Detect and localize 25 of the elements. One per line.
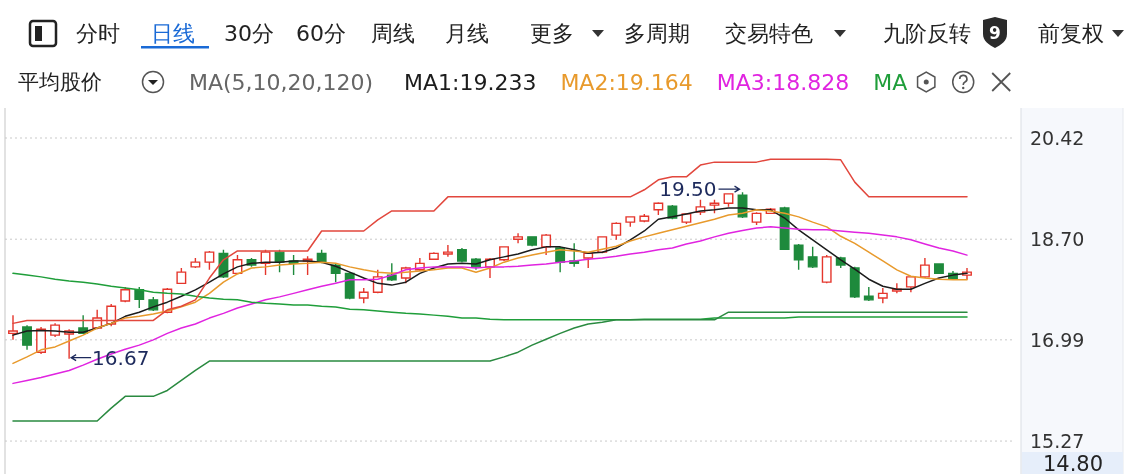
annotation: 19.50 — [659, 177, 717, 202]
text: MA3:18.828 — [716, 69, 850, 95]
text: 九阶反转 — [883, 20, 971, 46]
text: 分时 — [76, 20, 120, 46]
text: 30分 — [224, 20, 274, 46]
text: 日线 — [151, 20, 195, 46]
text: 周线 — [371, 20, 415, 46]
chart-title: 平均股价 — [18, 70, 102, 94]
text: 9 — [989, 23, 1001, 43]
text: 前复权 — [1038, 20, 1104, 46]
annotation: 16.67 — [92, 345, 150, 370]
text: 14.80 — [1042, 452, 1104, 474]
text: 更多 — [530, 20, 574, 46]
legend-title: MA(5,10,20,120) — [189, 69, 374, 95]
text: MA1:19.233 — [404, 69, 537, 95]
text: 月线 — [445, 20, 489, 46]
text: 交易特色 — [725, 20, 813, 46]
text: 60分 — [296, 20, 346, 46]
y-tick-label: 16.99 — [1030, 328, 1085, 351]
y-tick-label: 18.70 — [1030, 228, 1085, 251]
y-tick-label: 20.42 — [1030, 127, 1085, 150]
y-tick-label: 15.27 — [1030, 430, 1085, 453]
text: 多周期 — [624, 20, 690, 46]
text: MA — [873, 69, 908, 95]
text: MA2:19.164 — [560, 69, 693, 95]
